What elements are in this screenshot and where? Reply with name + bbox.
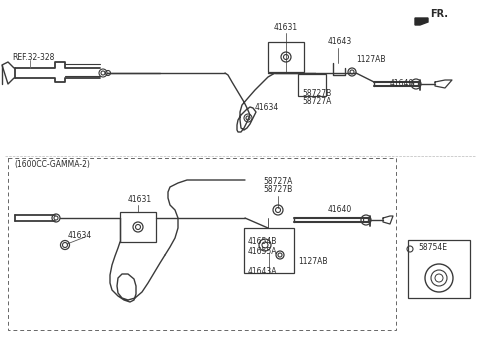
Bar <box>408 240 470 298</box>
Text: 41634: 41634 <box>68 231 92 240</box>
Text: REF.32-328: REF.32-328 <box>12 53 54 63</box>
Bar <box>120 212 156 242</box>
Text: 58727B: 58727B <box>264 186 293 194</box>
Text: 1127AB: 1127AB <box>298 258 327 266</box>
Bar <box>298 74 326 96</box>
Text: 41631: 41631 <box>128 195 152 204</box>
Text: 41634: 41634 <box>255 103 279 113</box>
Text: (1600CC-GAMMA-2): (1600CC-GAMMA-2) <box>14 160 90 169</box>
Text: 58727A: 58727A <box>302 97 331 105</box>
Bar <box>8 158 396 330</box>
Text: 41640: 41640 <box>390 78 414 88</box>
Text: 58727B: 58727B <box>302 89 331 97</box>
Text: 41631: 41631 <box>274 24 298 32</box>
Bar <box>268 42 304 72</box>
Text: 41654B: 41654B <box>248 237 277 245</box>
Bar <box>244 228 294 273</box>
Text: FR.: FR. <box>430 9 448 19</box>
Text: 58727A: 58727A <box>264 177 293 187</box>
Polygon shape <box>415 18 428 25</box>
Text: 41655A: 41655A <box>248 247 277 257</box>
Text: 58754E: 58754E <box>418 243 447 252</box>
Text: 41643: 41643 <box>328 38 352 47</box>
Text: 41643A: 41643A <box>248 267 277 276</box>
Text: 41640: 41640 <box>328 206 352 215</box>
Text: 1127AB: 1127AB <box>356 55 385 65</box>
